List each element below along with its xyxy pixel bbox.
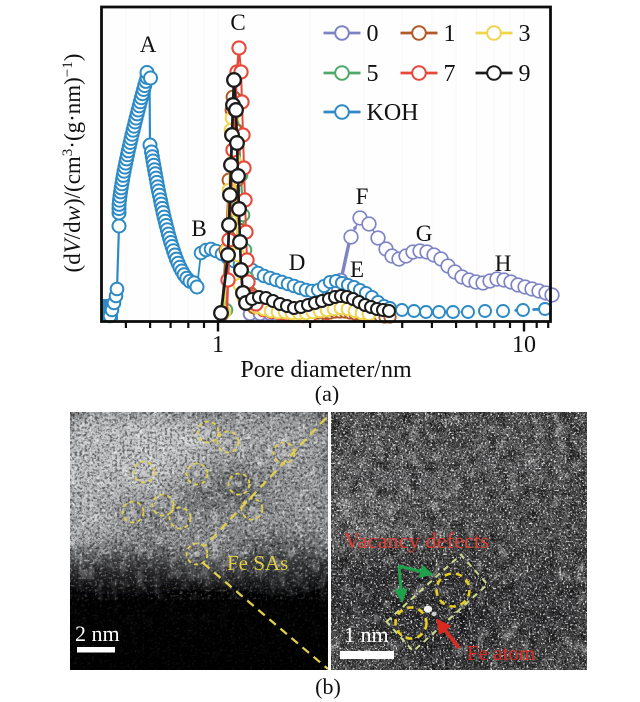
svg-text:10: 10	[512, 332, 536, 358]
svg-text:D: D	[289, 250, 306, 275]
svg-text:9: 9	[519, 61, 531, 87]
svg-text:(dV/dw)/(cm3·(g·nm)−1): (dV/dw)/(cm3·(g·nm)−1)	[60, 54, 85, 273]
svg-text:G: G	[416, 221, 433, 246]
svg-text:A: A	[140, 32, 157, 57]
svg-text:(a): (a)	[315, 381, 339, 405]
svg-text:C: C	[230, 10, 245, 35]
svg-text:1: 1	[212, 332, 224, 358]
svg-text:5: 5	[367, 61, 379, 87]
svg-text:F: F	[356, 184, 369, 209]
svg-text:B: B	[191, 216, 206, 241]
svg-text:1: 1	[444, 21, 456, 47]
svg-text:E: E	[350, 257, 364, 282]
svg-text:3: 3	[519, 21, 531, 47]
svg-text:Pore diameter/nm: Pore diameter/nm	[240, 357, 412, 383]
svg-text:2 nm: 2 nm	[75, 621, 120, 646]
svg-text:0: 0	[367, 21, 379, 47]
svg-text:Vacancy defects: Vacancy defects	[344, 528, 489, 553]
svg-text:Fe SAs: Fe SAs	[227, 551, 288, 575]
svg-text:Fe atom: Fe atom	[467, 641, 535, 665]
svg-text:KOH: KOH	[367, 100, 419, 126]
svg-text:H: H	[495, 251, 512, 276]
svg-text:7: 7	[444, 61, 456, 87]
svg-text:1 nm: 1 nm	[344, 622, 389, 647]
